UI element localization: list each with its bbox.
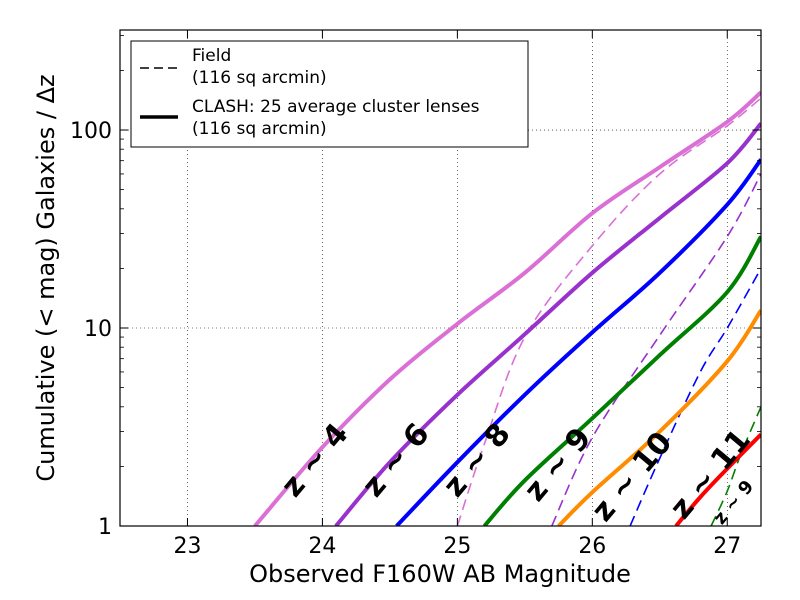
y-tick-label: 1 bbox=[98, 515, 112, 540]
plot-frame bbox=[119, 29, 762, 527]
curve-label-z-10: z ~ 10 bbox=[585, 425, 679, 528]
x-axis-title: Observed F160W AB Magnitude bbox=[249, 560, 631, 588]
legend-clash-area: (116 sq arcmin) bbox=[192, 119, 327, 139]
clash-curve-z-9 bbox=[482, 235, 761, 526]
clash-curve-z-8 bbox=[395, 158, 761, 526]
y-tick-label: 10 bbox=[84, 317, 112, 342]
clash-curve-z-4 bbox=[253, 90, 761, 526]
curve-label-z-6: z ~ 6 bbox=[356, 417, 437, 504]
x-tick-label: 27 bbox=[713, 534, 741, 559]
clash-curve-z-10 bbox=[557, 309, 761, 526]
legend: Field (116 sq arcmin) CLASH: 25 average … bbox=[130, 40, 529, 148]
legend-clash-label: CLASH: 25 average cluster lenses bbox=[192, 97, 480, 117]
clash-curve-z-6 bbox=[334, 122, 761, 526]
axis-ticks: 23 24 25 26 27 1 10 100 bbox=[70, 30, 761, 559]
x-tick-label: 26 bbox=[578, 534, 606, 559]
series-group bbox=[253, 90, 761, 526]
x-tick-label: 25 bbox=[443, 534, 471, 559]
y-axis-title: Cumulative (< mag) Galaxies / Δz bbox=[32, 74, 60, 481]
field-curve-z-4 bbox=[456, 97, 761, 526]
x-tick-label: 23 bbox=[173, 534, 201, 559]
curve-label-z-11: z ~ 11 bbox=[663, 423, 757, 526]
legend-box bbox=[130, 40, 529, 148]
clash-curve-z-11 bbox=[674, 432, 761, 526]
curve-label-z-4: z ~ 4 bbox=[275, 417, 356, 504]
y-tick-label: 100 bbox=[70, 119, 112, 144]
legend-field-area: (116 sq arcmin) bbox=[192, 68, 327, 88]
curve-label-z-8: z ~ 8 bbox=[437, 417, 518, 504]
field-curve-z-8 bbox=[629, 268, 761, 526]
legend-field-label: Field bbox=[192, 46, 231, 66]
field-curve-z-9 bbox=[710, 406, 761, 526]
x-tick-label: 24 bbox=[308, 534, 336, 559]
